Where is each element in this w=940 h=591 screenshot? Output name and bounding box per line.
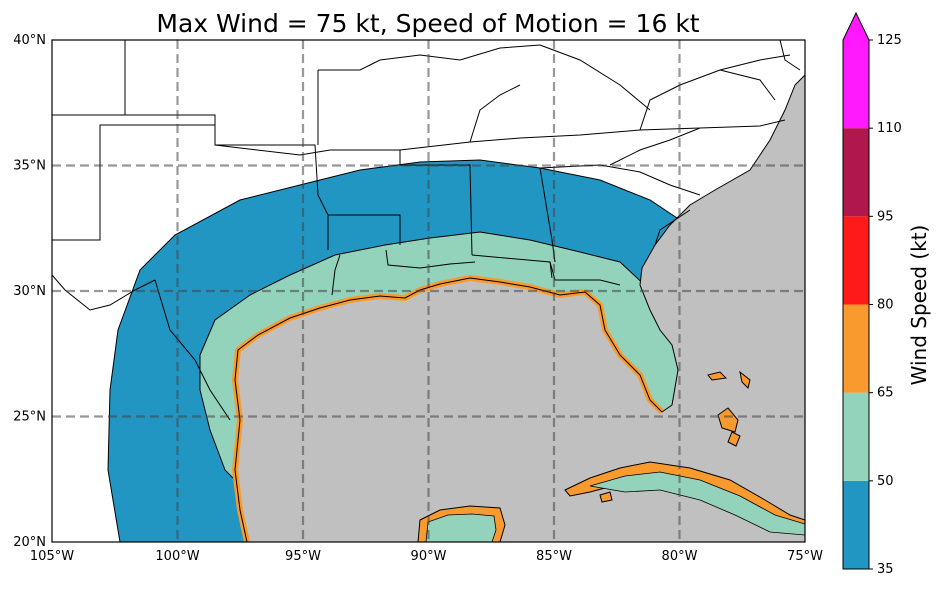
lon-tick-label: 90°W (411, 549, 447, 564)
lat-tick-label: 20°N (13, 535, 46, 550)
lon-tick-label: 80°W (662, 549, 698, 564)
state-border-16 (539, 44, 651, 111)
lat-tick-label: 30°N (13, 284, 46, 299)
ocean-area (235, 75, 805, 542)
state-border-20 (331, 254, 341, 296)
colorbar-bin (843, 304, 869, 393)
colorbar-bin (843, 480, 869, 569)
colorbar-bin (843, 40, 869, 129)
state-border-22 (549, 261, 621, 286)
island-2 (739, 370, 751, 389)
colorbar-bin (843, 216, 869, 305)
state-border-21 (385, 249, 476, 269)
cuba-inland-band (589, 471, 805, 536)
yucatan-inland-band (425, 513, 497, 542)
state-border-17 (719, 69, 776, 101)
state-border-19 (779, 40, 801, 71)
state-border-3 (52, 274, 156, 311)
island-4 (727, 431, 741, 447)
colorbar-tick-label: 110 (877, 121, 902, 136)
colorbar-tick-label: 80 (877, 298, 894, 313)
state-border-15 (318, 44, 541, 71)
colorbar-tick-label: 125 (877, 33, 902, 48)
lat-tick-label: 25°N (13, 410, 46, 425)
colorbar-tick-label: 65 (877, 386, 894, 401)
island-1 (707, 371, 728, 381)
colorbar-bin (843, 128, 869, 217)
lon-tick-label: 85°W (536, 549, 572, 564)
colorbar-bin (843, 392, 869, 481)
state-border-14 (639, 54, 791, 131)
state-border-6 (328, 214, 401, 245)
colorbar-extend-arrow (843, 13, 869, 40)
island-3 (599, 491, 613, 503)
chart-title: Max Wind = 75 kt, Speed of Motion = 16 k… (156, 9, 699, 38)
state-border-18 (154, 279, 231, 421)
map-frame (51, 39, 806, 543)
colorbar: 35 50 65 80 95 110 125 (842, 11, 902, 577)
lat-tick-label: 40°N (13, 33, 46, 48)
lon-tick-label: 75°W (787, 549, 823, 564)
island-0 (717, 407, 739, 433)
colorbar-tick-label: 50 (877, 474, 894, 489)
state-border-13 (609, 127, 701, 166)
lon-tick-label: 100°W (155, 549, 199, 564)
colorbar-tick-label: 35 (877, 562, 894, 577)
map-area (52, 40, 805, 542)
state-border-2 (214, 119, 786, 156)
colorbar-label: Wind Speed (kt) (907, 225, 931, 386)
colorbar-outline (842, 11, 870, 570)
map-axes: 105°W 100°W 95°W 90°W 85°W 80°W 75°W 20°N 25°N 30… (13, 33, 823, 564)
lat-tick-label: 35°N (13, 159, 46, 174)
colorbar-tick-label: 95 (877, 209, 894, 224)
lon-tick-label: 105°W (30, 549, 74, 564)
state-border-4 (125, 114, 216, 125)
lon-tick-label: 95°W (285, 549, 321, 564)
state-border-12 (469, 84, 521, 143)
